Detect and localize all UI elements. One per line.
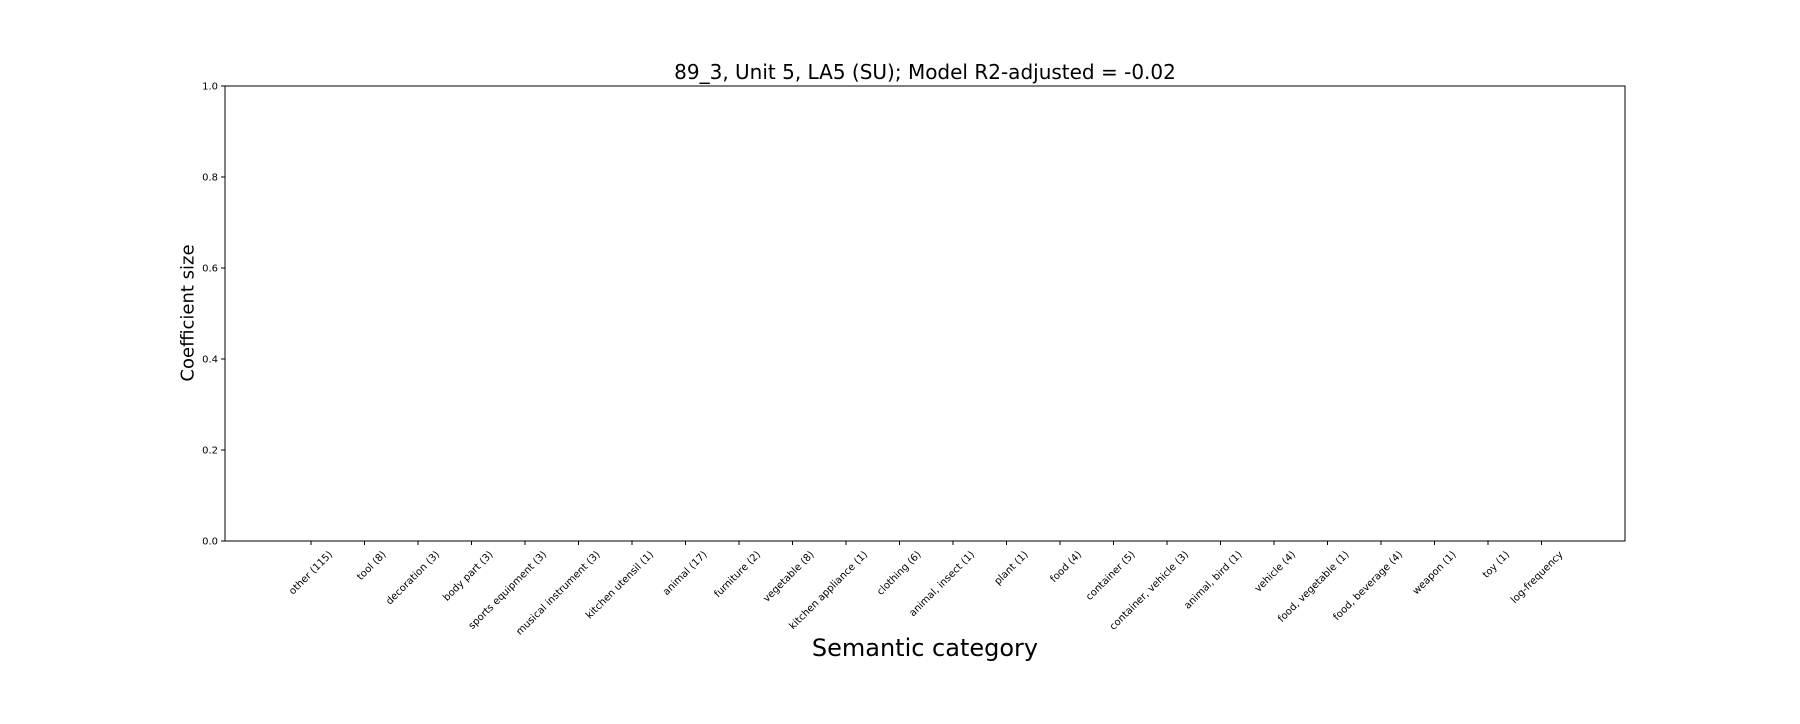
y-tick-label: 0.6 (202, 264, 218, 275)
y-axis-label: Coefficient size (177, 244, 199, 382)
x-tick-label: body part (3) (441, 549, 495, 603)
x-tick-label: plant (1) (993, 549, 1031, 587)
x-tick-label: animal (17) (661, 549, 710, 598)
x-tick-label: furniture (2) (713, 549, 764, 600)
y-tick-label: 0.2 (202, 446, 218, 457)
x-tick-label: tool (8) (355, 549, 389, 583)
x-tick-label: container (5) (1084, 549, 1138, 603)
y-tick-label: 0.4 (202, 355, 218, 366)
x-tick-label: food (4) (1048, 549, 1084, 585)
x-tick-label: vehicle (4) (1253, 549, 1298, 594)
x-tick-label: decoration (3) (384, 549, 442, 607)
axes-frame (224, 85, 1626, 542)
x-tick-label: toy (1) (1481, 549, 1512, 580)
x-tick-label: clothing (6) (875, 549, 923, 597)
x-tick-label: log-frequency (1509, 549, 1566, 606)
chart-title: 89_3, Unit 5, LA5 (SU); Model R2-adjuste… (674, 60, 1176, 84)
x-tick-label: vegetable (8) (761, 549, 816, 604)
x-tick-label: weapon (1) (1411, 549, 1459, 597)
x-tick-label: animal, bird (1) (1182, 549, 1244, 611)
x-tick-label: other (115) (287, 549, 335, 597)
y-tick-label: 0.0 (202, 537, 218, 548)
y-tick-label: 1.0 (202, 82, 218, 93)
x-axis-label: Semantic category (811, 634, 1039, 662)
y-tick-label: 0.8 (202, 173, 218, 184)
